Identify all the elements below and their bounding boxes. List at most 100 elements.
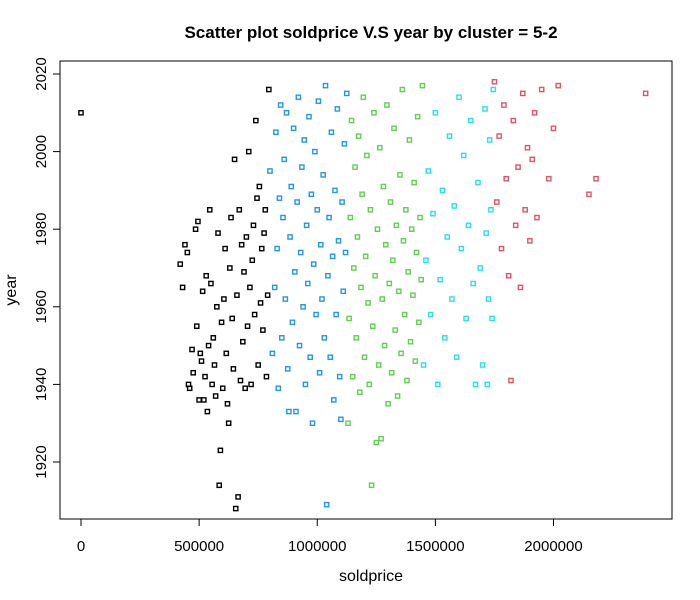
data-point: [338, 416, 344, 423]
data-point: [195, 218, 201, 225]
data-point: [201, 397, 207, 403]
data-point: [515, 164, 521, 170]
data-point: [192, 226, 199, 233]
data-point: [360, 94, 367, 101]
data-point: [361, 354, 368, 361]
data-point: [362, 253, 369, 260]
cluster-series: [491, 78, 649, 384]
data-point: [384, 102, 390, 108]
cluster-series: [345, 82, 426, 489]
data-point: [251, 311, 258, 318]
data-point: [388, 369, 395, 376]
data-point: [329, 253, 336, 260]
data-point: [214, 304, 220, 310]
data-point: [503, 175, 510, 182]
data-point: [197, 350, 204, 357]
data-point: [275, 385, 282, 392]
data-point: [420, 362, 427, 368]
data-point: [397, 172, 403, 178]
data-point: [248, 381, 254, 388]
scatter-points: [78, 78, 649, 512]
x-tick-label: 1500000: [406, 538, 464, 555]
data-point: [349, 373, 356, 380]
data-point: [351, 265, 357, 271]
data-point: [348, 117, 355, 124]
data-point: [240, 338, 246, 345]
data-point: [345, 420, 351, 427]
data-point: [400, 238, 407, 244]
data-point: [368, 482, 375, 489]
cluster-series: [420, 86, 497, 388]
data-point: [210, 335, 217, 341]
data-point: [286, 408, 292, 415]
data-point: [472, 381, 479, 388]
data-point: [380, 183, 387, 190]
data-point: [264, 292, 271, 298]
data-point: [334, 106, 341, 112]
data-point: [375, 362, 382, 368]
data-point: [305, 280, 311, 287]
data-point: [293, 408, 299, 415]
data-point: [359, 191, 365, 198]
cluster-series: [78, 86, 272, 512]
data-point: [395, 288, 402, 295]
data-point: [418, 276, 425, 283]
data-point: [550, 125, 557, 132]
data-point: [437, 276, 443, 283]
data-point: [488, 206, 494, 213]
data-point: [177, 261, 184, 267]
y-tick-label: 2000: [33, 135, 50, 168]
data-point: [460, 152, 467, 159]
data-point: [241, 269, 247, 275]
data-point: [419, 82, 426, 89]
data-point: [289, 319, 296, 326]
data-point: [394, 393, 401, 399]
data-point: [555, 82, 562, 89]
chart-title: Scatter plot soldprice V.S year by clust…: [184, 23, 557, 42]
data-point: [302, 381, 309, 388]
data-point: [346, 315, 352, 322]
data-point: [290, 125, 297, 132]
data-point: [231, 156, 238, 163]
data-point: [372, 272, 378, 279]
data-point: [491, 78, 498, 85]
data-point: [254, 195, 260, 201]
data-point: [217, 447, 224, 454]
data-point: [280, 214, 286, 221]
data-point: [179, 284, 186, 291]
data-point: [211, 362, 218, 368]
data-point: [235, 494, 241, 500]
data-point: [219, 385, 226, 392]
data-point: [496, 133, 502, 139]
data-point: [198, 358, 205, 364]
x-axis: 0 500000 1000000 1500000 2000000: [77, 519, 583, 555]
data-point: [446, 133, 453, 139]
data-point: [295, 94, 302, 101]
data-point: [222, 245, 228, 252]
data-point: [381, 342, 388, 349]
data-point: [330, 397, 337, 403]
data-point: [208, 280, 214, 287]
data-point: [323, 501, 330, 508]
data-point: [244, 323, 251, 330]
data-point: [301, 137, 308, 143]
data-point: [479, 362, 486, 368]
data-point: [325, 272, 331, 279]
data-point: [258, 245, 265, 252]
x-axis-label: soldprice: [339, 568, 403, 585]
data-point: [306, 113, 312, 120]
data-point: [408, 226, 415, 233]
data-point: [249, 257, 256, 264]
data-point: [257, 300, 264, 306]
data-point: [333, 311, 339, 318]
data-point: [243, 234, 250, 240]
data-point: [199, 288, 206, 295]
data-point: [310, 261, 317, 267]
data-point: [288, 183, 295, 190]
data-point: [193, 323, 200, 330]
data-point: [465, 222, 472, 229]
data-point: [332, 187, 338, 194]
data-point: [269, 350, 276, 357]
data-point: [216, 482, 223, 489]
data-point: [352, 164, 358, 170]
